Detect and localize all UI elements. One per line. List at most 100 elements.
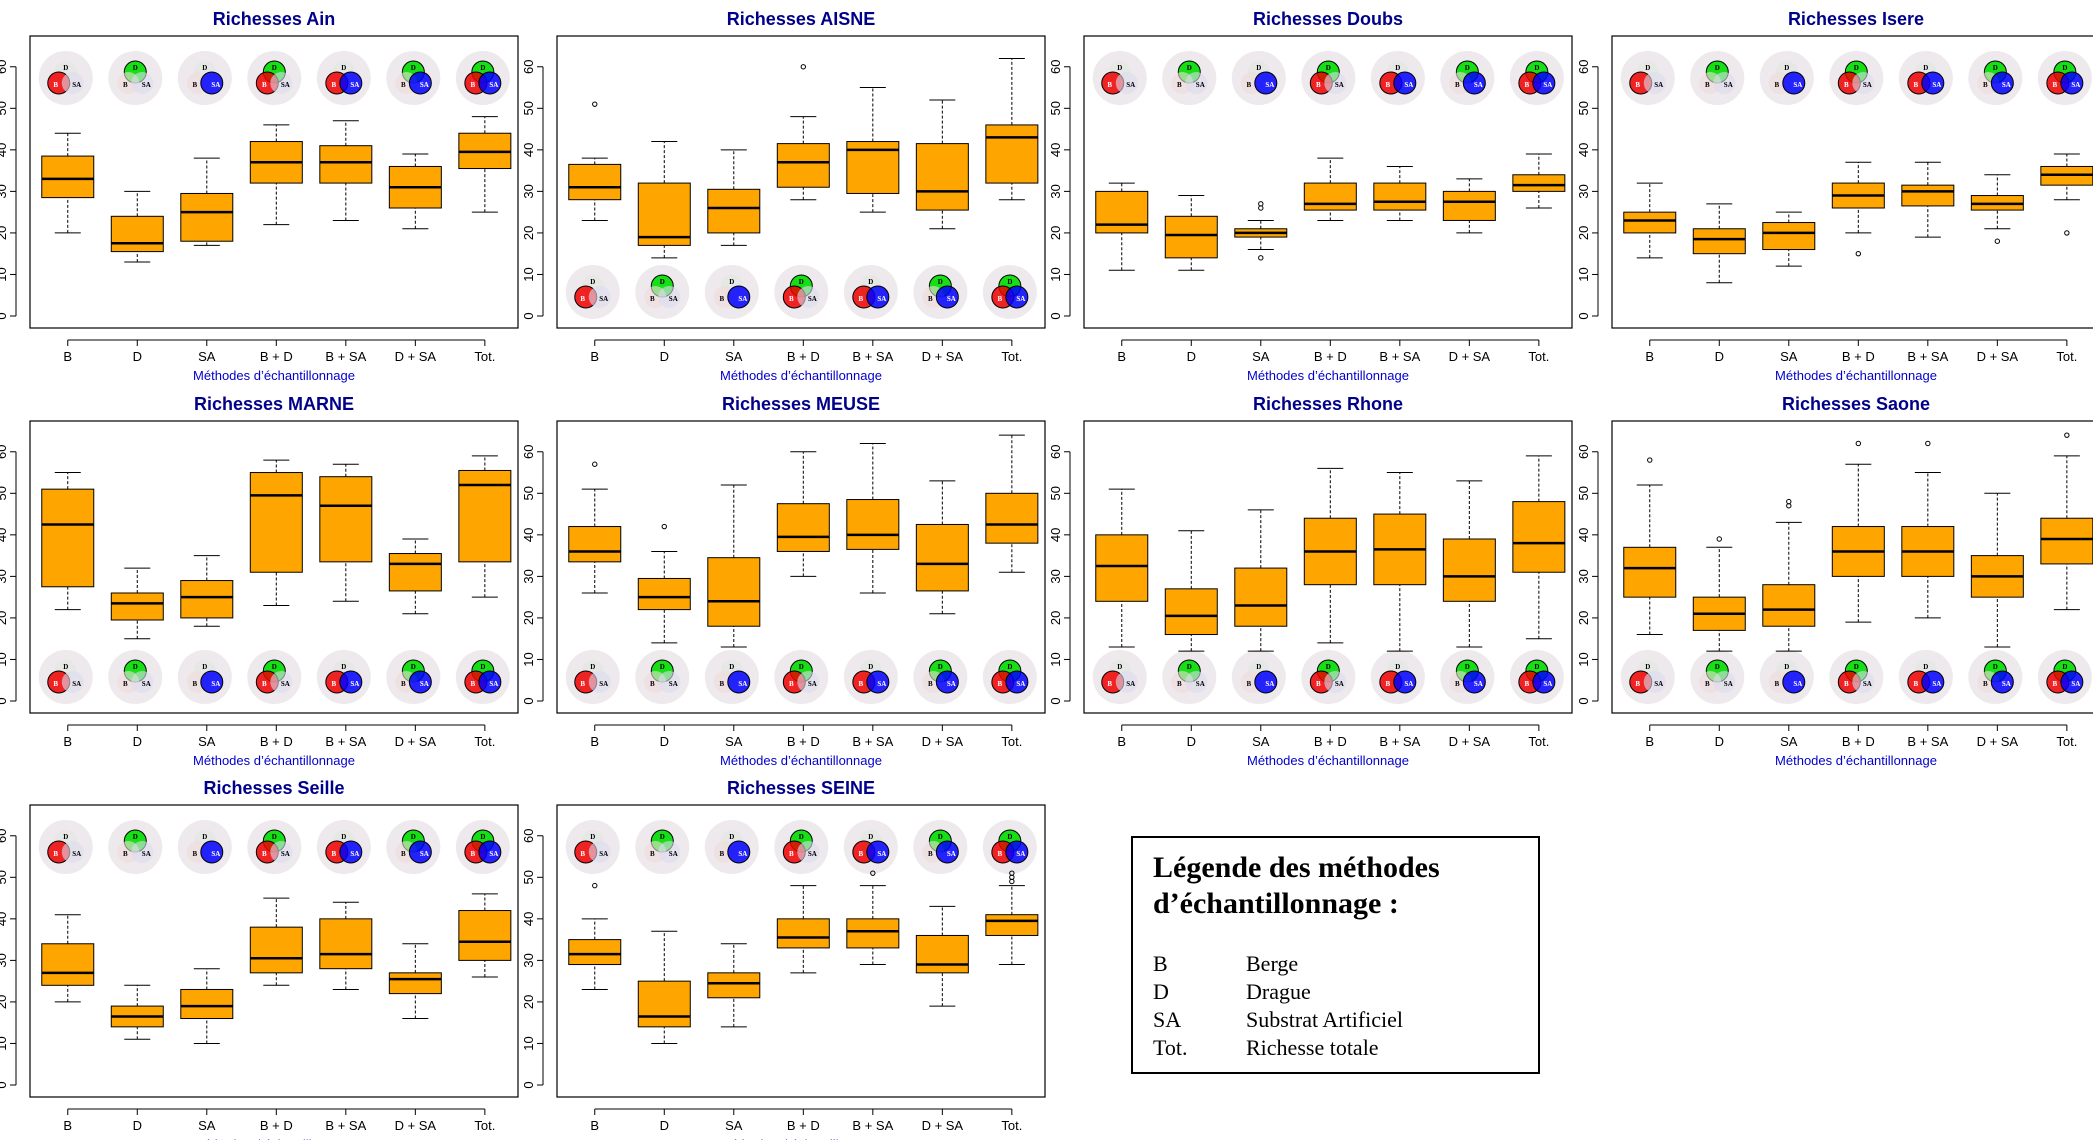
venn-label-b: B <box>1177 81 1182 89</box>
y-tick-label: 10 <box>1576 652 1591 666</box>
box-iqr <box>985 492 1039 544</box>
venn-label-sa: SA <box>281 81 290 89</box>
box-b-sa <box>319 120 373 221</box>
venn-circle-sa <box>1115 671 1138 693</box>
venn-label-d: D <box>799 663 804 671</box>
venn-label-sa: SA <box>350 81 359 89</box>
y-tick-label: 40 <box>1576 528 1591 542</box>
y-tick-label: 40 <box>1048 528 1063 542</box>
venn-circle-sa <box>1921 670 1945 694</box>
y-tick-label: 30 <box>1576 569 1591 583</box>
venn-icon: D B SA <box>843 820 898 874</box>
x-tick-label: B + SA <box>1379 349 1420 364</box>
box-iqr <box>1762 222 1816 251</box>
legend-description: Berge <box>1246 951 1299 976</box>
venn-icon: D B SA <box>704 820 759 874</box>
y-tick-label: 50 <box>521 870 536 884</box>
outlier-point <box>661 523 667 530</box>
venn-label-sa: SA <box>947 295 956 303</box>
venn-label-b: B <box>650 850 655 858</box>
venn-label-sa: SA <box>1265 81 1274 89</box>
venn-label-d: D <box>2062 64 2067 72</box>
venn-label-sa: SA <box>1793 680 1802 688</box>
y-tick-label: 60 <box>0 829 9 843</box>
y-tick-label: 0 <box>1048 697 1063 704</box>
x-tick-label: Tot. <box>1001 349 1022 364</box>
venn-icon: D B SA <box>247 820 302 874</box>
outlier-point <box>1258 201 1264 207</box>
chart-panel: Richesses Rhone 0 10 20 30 40 50 60 B D SA B + D B +… <box>1048 394 1573 768</box>
venn-label-sa: SA <box>489 850 498 858</box>
venn-label-d: D <box>1854 663 1859 671</box>
box-sa <box>180 555 234 627</box>
venn-label-sa: SA <box>599 295 608 303</box>
venn-label-d: D <box>63 833 68 841</box>
venn-label-b: B <box>123 850 128 858</box>
y-tick-label: 10 <box>521 1036 536 1050</box>
venn-label-sa: SA <box>1863 81 1872 89</box>
x-tick-label: SA <box>725 349 743 364</box>
venn-label-b: B <box>53 850 58 858</box>
y-tick-label: 40 <box>1048 143 1063 157</box>
venn-label-sa: SA <box>1126 680 1135 688</box>
venn-circle-sa <box>866 285 890 309</box>
outlier-point <box>1994 238 2001 244</box>
chart-panel: Richesses MARNE 0 10 20 30 40 50 60 B D SA B + D B +… <box>0 394 519 768</box>
x-tick-label: B + D <box>260 1118 293 1133</box>
box-b <box>41 472 95 611</box>
box-iqr <box>41 488 95 588</box>
y-tick-label: 30 <box>1048 184 1063 198</box>
venn-label-d: D <box>1645 663 1650 671</box>
y-tick-label: 20 <box>1048 611 1063 625</box>
box-iqr <box>180 192 234 242</box>
x-tick-label: B + D <box>1314 734 1347 749</box>
venn-label-sa: SA <box>1932 81 1941 89</box>
venn-circle-sa <box>1462 71 1486 95</box>
venn-circle-sa <box>1643 671 1666 693</box>
venn-label-b: B <box>471 81 476 89</box>
venn-label-b: B <box>192 850 197 858</box>
x-tick-label: D + SA <box>1977 349 2019 364</box>
venn-circle-sa <box>1852 671 1875 693</box>
venn-circle-sa <box>1643 72 1666 94</box>
box-iqr <box>180 988 234 1020</box>
plot-frame <box>1611 420 2093 714</box>
venn-icon: D B SA <box>316 650 371 704</box>
venn-label-sa: SA <box>72 850 81 858</box>
venn-label-b: B <box>1705 680 1710 688</box>
box-d <box>1164 195 1218 271</box>
venn-label-b: B <box>401 81 406 89</box>
venn-label-d: D <box>799 278 804 286</box>
legend-description: Richesse totale <box>1246 1035 1379 1060</box>
x-tick-label: D + SA <box>395 734 437 749</box>
box-d <box>637 930 691 1044</box>
box-sa <box>1234 509 1288 652</box>
chart-title: Richesses AISNE <box>727 9 875 29</box>
box-iqr <box>319 476 373 563</box>
venn-icon: D B SA <box>38 51 93 105</box>
venn-label-b: B <box>262 81 267 89</box>
venn-circle-sa <box>61 671 84 693</box>
x-tick-label: B <box>590 349 599 364</box>
venn-label-d: D <box>799 833 804 841</box>
box-sa <box>180 157 234 246</box>
box-d-sa <box>388 153 442 230</box>
box-d <box>1692 536 1746 652</box>
venn-circle-sa <box>797 671 820 693</box>
venn-label-d: D <box>868 278 873 286</box>
venn-icon: D B SA <box>38 820 93 874</box>
venn-label-sa: SA <box>877 680 886 688</box>
chart-panel: Richesses Seille 0 10 20 30 40 50 60 B D SA B + D B … <box>0 778 519 1140</box>
venn-label-sa: SA <box>420 850 429 858</box>
venn-circle-sa <box>866 840 890 864</box>
y-tick-label: 60 <box>1048 60 1063 74</box>
venn-label-b: B <box>650 295 655 303</box>
box-iqr <box>41 155 95 199</box>
box-d <box>637 523 691 644</box>
venn-label-sa: SA <box>669 295 678 303</box>
y-tick-label: 0 <box>1576 697 1591 704</box>
box-iqr <box>1623 211 1677 234</box>
venn-label-sa: SA <box>1196 81 1205 89</box>
venn-icon: D B SA <box>635 650 690 704</box>
box-b-sa <box>1901 440 1955 619</box>
